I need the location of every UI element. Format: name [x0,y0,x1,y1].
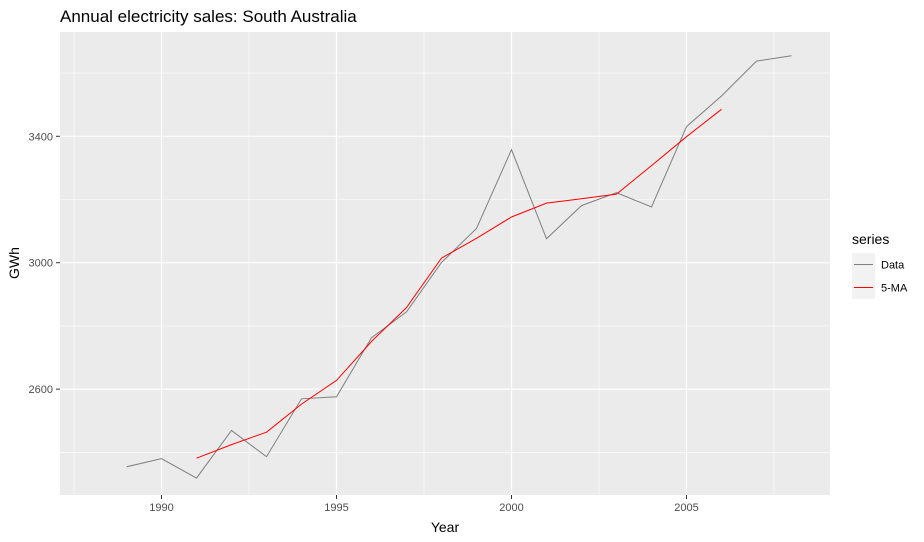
series-layer [126,55,792,479]
legend-title: series [852,231,889,247]
legend-label: 5-MA [881,283,908,295]
major-gridlines [60,32,830,495]
x-axis: 1990 1995 2000 2005 [149,495,699,514]
series-line-5-ma [196,108,722,459]
legend: series Data 5-MA [852,231,908,299]
x-tick-label: 1990 [149,502,173,514]
x-axis-title: Year [431,519,460,535]
y-tick-label: 3400 [29,131,53,143]
chart-title: Annual electricity sales: South Australi… [60,7,357,26]
x-tick-label: 2000 [499,502,523,514]
minor-gridlines [60,32,830,495]
plot-panel [60,32,830,495]
y-axis: 2600 3000 3400 [29,131,60,396]
y-tick-label: 2600 [29,384,53,396]
legend-label: Data [881,260,905,272]
x-tick-label: 2005 [674,502,698,514]
y-tick-label: 3000 [29,258,53,270]
x-tick-label: 1995 [324,502,348,514]
series-line-data [126,55,792,479]
y-axis-title: GWh [6,247,22,279]
